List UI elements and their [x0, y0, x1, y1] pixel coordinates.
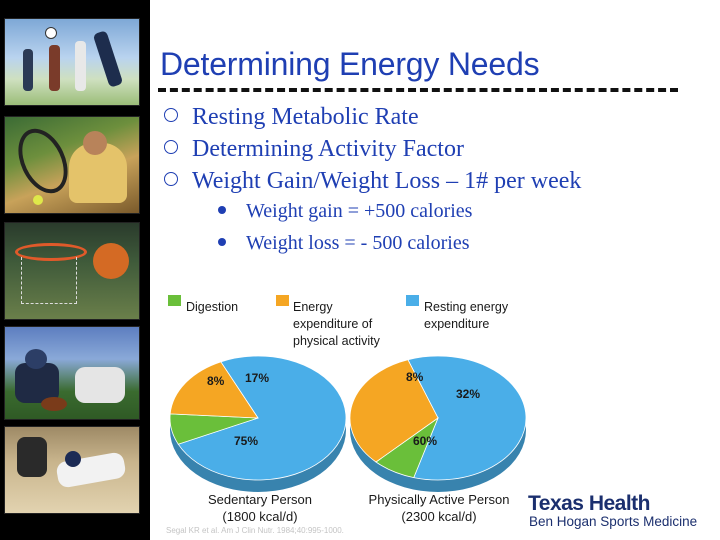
pie2-digestion-label: 8% — [406, 370, 424, 384]
sub-bullet-item: Weight gain = +500 calories — [218, 200, 581, 232]
sub-bullet-text: Weight gain = +500 calories — [246, 200, 473, 222]
bullet-text: Weight Gain/Weight Loss – 1# per week — [192, 168, 582, 194]
pie1-slice-1 — [177, 355, 347, 481]
photo-strip — [0, 0, 150, 540]
pie1-resting-label: 75% — [234, 434, 259, 448]
legend-activity: Energy expenditure of physical activity — [293, 300, 380, 348]
bullet-text: Resting Metabolic Rate — [192, 104, 419, 130]
bullet-item: Weight Gain/Weight Loss – 1# per week — [160, 168, 581, 200]
source-citation: Segal KR et al. Am J Clin Nutr. 1984;40:… — [166, 526, 344, 535]
bullet-item: Resting Metabolic Rate — [160, 104, 581, 136]
pie-sedentary — [169, 355, 347, 492]
photo-football-players — [4, 326, 140, 420]
brand-logo-subtitle: Ben Hogan Sports Medicine — [529, 514, 698, 529]
legend-digestion: Digestion — [186, 300, 239, 314]
legend-swatch-activity — [276, 295, 289, 306]
pie2-slice-1 — [407, 355, 527, 481]
pie2-activity-label: 32% — [456, 387, 481, 401]
pie2-caption: Physically Active Person (2300 kcal/d) — [368, 492, 510, 524]
sub-bullet-item: Weight loss = - 500 calories — [218, 232, 581, 264]
pie1-slice-3 — [169, 361, 259, 419]
title-dashed-rule — [158, 88, 678, 92]
bullet-item: Determining Activity Factor — [160, 136, 581, 168]
brand-logo-texas-health: Texas Health — [528, 492, 651, 515]
legend-swatch-digestion — [168, 295, 181, 306]
dot-bullet-icon — [218, 206, 226, 214]
bullet-list: Resting Metabolic Rate Determining Activ… — [160, 104, 581, 264]
circle-bullet-icon — [164, 140, 178, 154]
sub-bullet-text: Weight loss = - 500 calories — [246, 232, 470, 254]
circle-bullet-icon — [164, 172, 178, 186]
photo-basketball-hoop — [4, 222, 140, 320]
pie1-caption: Sedentary Person (1800 kcal/d) — [207, 492, 313, 524]
pie1-activity-label: 17% — [245, 371, 270, 385]
pie1-digestion-label: 8% — [207, 374, 225, 388]
dot-bullet-icon — [218, 238, 226, 246]
photo-soccer-players — [4, 18, 140, 106]
photo-baseball-slide — [4, 426, 140, 514]
bullet-text: Determining Activity Factor — [192, 136, 464, 162]
pie-active — [349, 355, 527, 492]
slide-title: Determining Energy Needs — [160, 46, 540, 82]
pie2-resting-label: 60% — [413, 434, 438, 448]
legend-resting: Resting energy expenditure — [424, 300, 509, 331]
photo-tennis-player — [4, 116, 140, 214]
pie2-slice-3 — [349, 359, 439, 463]
circle-bullet-icon — [164, 108, 178, 122]
legend-swatch-resting — [406, 295, 419, 306]
